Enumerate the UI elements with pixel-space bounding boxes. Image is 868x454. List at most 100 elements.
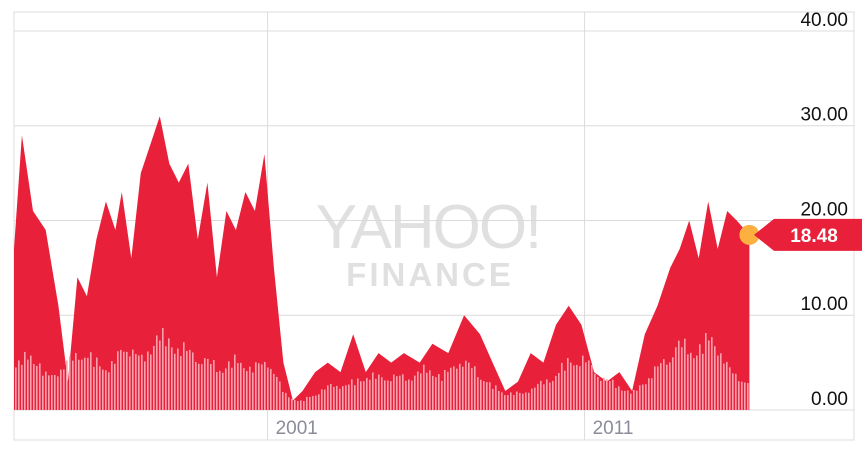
volume-bar bbox=[648, 378, 650, 410]
watermark-sub-text: FINANCE bbox=[346, 256, 514, 293]
volume-bar bbox=[624, 390, 626, 410]
volume-bar bbox=[336, 385, 338, 410]
volume-bar bbox=[681, 347, 683, 410]
volume-bar bbox=[102, 369, 104, 410]
volume-bar bbox=[687, 354, 689, 410]
volume-bar bbox=[24, 351, 26, 410]
x-tick-label: 2001 bbox=[276, 418, 318, 439]
volume-bar bbox=[270, 368, 272, 410]
volume-bar bbox=[96, 357, 98, 410]
volume-bar bbox=[519, 392, 521, 410]
volume-bar bbox=[105, 370, 107, 410]
volume-bar bbox=[222, 372, 224, 410]
volume-bar bbox=[558, 373, 560, 410]
volume-bar bbox=[54, 375, 56, 410]
volume-bar bbox=[456, 368, 458, 410]
volume-bar bbox=[591, 365, 593, 410]
volume-bar bbox=[537, 383, 539, 410]
volume-bar bbox=[345, 385, 347, 410]
volume-bar bbox=[183, 342, 185, 410]
volume-bar bbox=[357, 378, 359, 410]
volume-bar bbox=[90, 352, 92, 410]
volume-bar bbox=[399, 375, 401, 410]
volume-bar bbox=[192, 352, 194, 410]
volume-bar bbox=[351, 379, 353, 410]
volume-bar bbox=[372, 372, 374, 410]
volume-bar bbox=[261, 364, 263, 410]
volume-bar bbox=[48, 375, 50, 410]
volume-bar bbox=[168, 338, 170, 410]
volume-bar bbox=[66, 360, 68, 410]
volume-bar bbox=[471, 368, 473, 410]
volume-bar bbox=[93, 366, 95, 410]
volume-bar bbox=[378, 374, 380, 410]
volume-bar bbox=[465, 360, 467, 410]
volume-bar bbox=[249, 366, 251, 410]
volume-bar bbox=[30, 355, 32, 410]
volume-bar bbox=[366, 377, 368, 410]
volume-bar bbox=[153, 345, 155, 410]
volume-bar bbox=[675, 347, 677, 410]
volume-bar bbox=[174, 353, 176, 410]
volume-bar bbox=[63, 369, 65, 410]
current-price-marker[interactable] bbox=[739, 224, 760, 245]
volume-bar bbox=[363, 381, 365, 410]
volume-bar bbox=[654, 366, 656, 410]
volume-bar bbox=[510, 392, 512, 410]
volume-bar bbox=[381, 377, 383, 410]
volume-bar bbox=[522, 393, 524, 410]
volume-bar bbox=[243, 368, 245, 410]
volume-bar bbox=[720, 353, 722, 410]
volume-bar bbox=[498, 390, 500, 410]
volume-bar bbox=[711, 337, 713, 410]
volume-bar bbox=[627, 390, 629, 410]
volume-bar bbox=[612, 379, 614, 410]
volume-bar bbox=[528, 392, 530, 410]
volume-bar bbox=[114, 363, 116, 410]
volume-bar bbox=[579, 366, 581, 410]
volume-bar bbox=[207, 358, 209, 410]
volume-bar bbox=[441, 380, 443, 410]
volume-bar bbox=[480, 379, 482, 410]
price-flag-shape bbox=[754, 218, 862, 251]
volume-bar bbox=[99, 366, 101, 410]
y-tick-label: 20.00 bbox=[800, 199, 848, 220]
watermark-logo-text: YAHOO! bbox=[316, 193, 541, 262]
volume-bar bbox=[282, 391, 284, 410]
volume-bar bbox=[438, 374, 440, 410]
volume-bar bbox=[603, 377, 605, 410]
volume-bar bbox=[501, 392, 503, 410]
volume-bar bbox=[321, 389, 323, 410]
volume-bar bbox=[672, 357, 674, 410]
volume-bar bbox=[201, 364, 203, 410]
volume-bar bbox=[684, 338, 686, 410]
volume-bar bbox=[276, 376, 278, 410]
volume-bar bbox=[126, 351, 128, 410]
volume-bar bbox=[564, 370, 566, 410]
volume-bar bbox=[300, 400, 302, 410]
volume-bar bbox=[42, 375, 44, 410]
volume-bar bbox=[369, 379, 371, 410]
volume-bar bbox=[636, 390, 638, 410]
volume-bar bbox=[735, 373, 737, 410]
volume-bar bbox=[18, 360, 20, 410]
volume-bar bbox=[516, 391, 518, 410]
price-area bbox=[14, 116, 750, 410]
y-tick-label: 30.00 bbox=[800, 105, 848, 126]
x-axis: 2001 2011 bbox=[276, 418, 634, 439]
volume-bar bbox=[555, 375, 557, 410]
volume-bar bbox=[81, 359, 83, 410]
volume-bar bbox=[264, 361, 266, 410]
volume-bar bbox=[198, 363, 200, 410]
y-tick-label: 0.00 bbox=[811, 389, 848, 410]
volume-bar bbox=[27, 359, 29, 410]
volume-bar bbox=[309, 396, 311, 410]
volume-bar bbox=[273, 373, 275, 410]
volume-bar bbox=[240, 362, 242, 410]
volume-bar bbox=[513, 395, 515, 410]
volume-bar bbox=[318, 394, 320, 410]
volume-bar bbox=[33, 364, 35, 410]
volume-bar bbox=[186, 350, 188, 410]
volume-bar bbox=[462, 366, 464, 410]
volume-bar bbox=[288, 397, 290, 410]
